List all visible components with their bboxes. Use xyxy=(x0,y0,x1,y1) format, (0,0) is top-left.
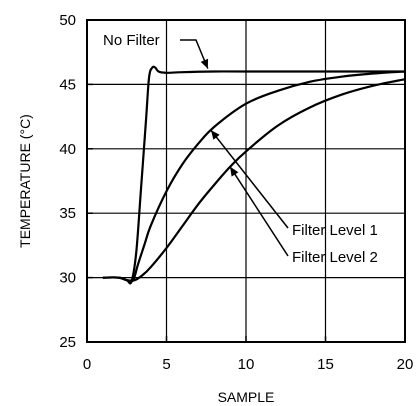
annotation-arrowhead xyxy=(211,130,220,140)
annotation-leader xyxy=(210,129,289,229)
annotation-leader xyxy=(180,39,209,69)
grid-lines xyxy=(87,20,405,342)
annotation-arrowhead xyxy=(230,166,239,177)
x-tick-label: 15 xyxy=(317,356,334,373)
y-tick-label: 45 xyxy=(59,76,76,93)
annotation-arrowhead xyxy=(200,58,209,69)
series-line-no-filter xyxy=(102,65,405,285)
y-tick-label: 30 xyxy=(59,270,76,287)
x-axis-title: SAMPLE xyxy=(218,389,275,405)
y-tick-label: 35 xyxy=(59,205,76,222)
annotations: No Filter Filter Level 1 Filter Level 2 xyxy=(103,32,378,266)
y-tick-label: 25 xyxy=(59,334,76,351)
series-line-filter-level-2 xyxy=(102,78,406,282)
tick-labels: 0 5 10 15 20 25 30 35 40 45 50 xyxy=(59,12,413,373)
y-axis-title: TEMPERATURE (°C) xyxy=(17,114,33,248)
annotation-leader xyxy=(229,166,289,257)
x-tick-label: 5 xyxy=(162,356,170,373)
x-tick-label: 20 xyxy=(397,356,414,373)
y-tick-label: 40 xyxy=(59,141,76,158)
y-tick-label: 50 xyxy=(59,12,76,29)
x-tick-label: 10 xyxy=(238,356,255,373)
annotation-label-filter-level-1: Filter Level 1 xyxy=(292,222,378,239)
annotation-label-filter-level-2: Filter Level 2 xyxy=(292,249,378,266)
series-lines xyxy=(102,65,406,285)
x-tick-label: 0 xyxy=(83,356,91,373)
annotation-label-no-filter: No Filter xyxy=(103,32,160,49)
